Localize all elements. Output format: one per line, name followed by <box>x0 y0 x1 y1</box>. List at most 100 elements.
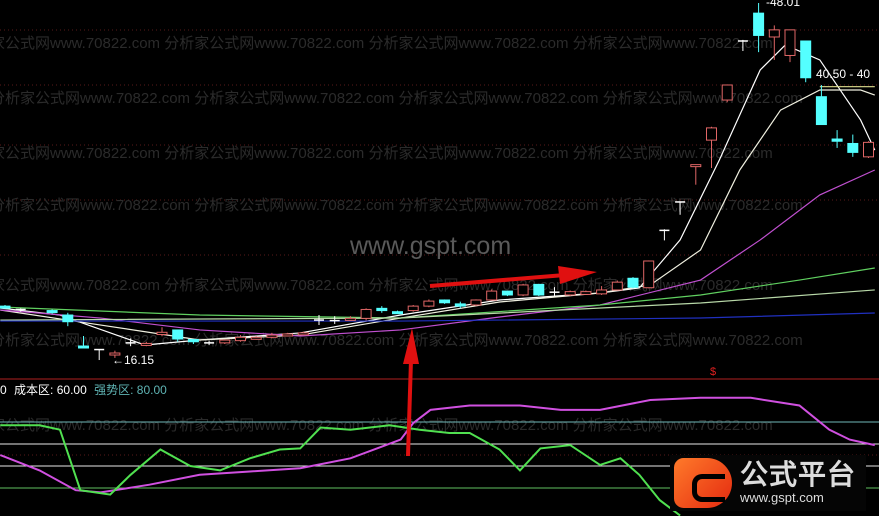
strong-zone-value: 80.00 <box>136 383 167 397</box>
candle <box>282 332 294 337</box>
candle-body <box>815 96 827 126</box>
candle <box>470 299 482 307</box>
candle-body <box>407 305 419 312</box>
candle-body <box>470 299 482 306</box>
candle-body <box>501 290 513 296</box>
candle-body <box>706 127 717 141</box>
candle-body <box>784 29 796 56</box>
indicator-legend: 0 成本区: 60.00 强势区: 80.00 <box>0 381 171 398</box>
vertical-red-arrow <box>403 328 419 457</box>
dollar-marker: $ <box>710 366 717 378</box>
candle <box>580 290 592 295</box>
candle-body <box>863 141 874 158</box>
candle-body <box>360 308 372 319</box>
watermark-text: 分析家公式网www.70822.com 分析家公式网www.70822.com … <box>0 145 773 162</box>
candle <box>0 305 11 309</box>
center-watermark: www.gspt.com <box>350 232 512 260</box>
candle <box>46 309 58 314</box>
candle <box>800 40 812 83</box>
candle-body <box>831 138 843 142</box>
candle-body <box>78 345 89 349</box>
price-marker-label: 40.50 - 40 <box>816 67 871 81</box>
candle-body <box>721 84 733 101</box>
candle <box>392 310 403 315</box>
candle <box>486 289 498 301</box>
candle-body <box>0 305 11 309</box>
candle-body <box>423 300 435 307</box>
candle-body <box>172 329 184 340</box>
candle-body <box>753 12 765 36</box>
candle <box>15 308 26 312</box>
candle-body <box>297 332 309 336</box>
candle <box>706 126 717 168</box>
candle <box>737 39 748 52</box>
candle <box>533 283 545 297</box>
candle <box>235 335 246 342</box>
candle <box>517 283 529 297</box>
candle-body <box>282 333 294 337</box>
candle <box>675 201 686 215</box>
watermark-text: 分析家公式网www.70822.com 分析家公式网www.70822.com … <box>0 197 803 214</box>
candle-body <box>596 289 608 295</box>
candle <box>140 341 152 347</box>
candle-body <box>62 314 74 323</box>
legend-cut-value: 0 <box>0 383 7 397</box>
candle-body <box>517 284 529 296</box>
candle-body <box>187 339 199 343</box>
candle <box>454 301 466 309</box>
ma-line <box>0 169 876 337</box>
candle <box>109 350 121 358</box>
candle-body <box>140 342 152 346</box>
candle <box>549 287 560 297</box>
candle <box>360 308 372 321</box>
candle <box>768 25 780 60</box>
candle-body <box>376 307 388 312</box>
candle-body <box>46 310 58 314</box>
candle <box>187 339 199 344</box>
low-price-label: ←16.15 <box>112 353 155 367</box>
indicator-line <box>0 424 681 516</box>
watermark-rows: 分析家公式网www.70822.com 分析家公式网www.70822.com … <box>0 35 803 434</box>
candle <box>423 299 435 308</box>
candle-body <box>643 260 655 289</box>
candle-body <box>800 40 812 79</box>
candle-body <box>611 281 623 291</box>
candle <box>721 84 733 103</box>
strong-zone-label: 强势区: <box>94 383 134 397</box>
candle <box>564 290 576 297</box>
candle <box>156 327 168 337</box>
candle <box>690 164 702 185</box>
candle <box>266 332 278 339</box>
candle <box>784 29 796 63</box>
candle <box>596 286 608 295</box>
watermark-text: 分析家公式网www.70822.com 分析家公式网www.70822.com … <box>0 277 773 294</box>
candle <box>94 348 105 361</box>
candlesticks <box>0 3 874 361</box>
candle <box>659 229 670 241</box>
candle <box>815 84 827 126</box>
cost-zone-label: 成本区: <box>14 383 54 397</box>
gspt-logo: 公式平台 www.gspt.com <box>670 455 866 511</box>
candle <box>250 336 262 340</box>
candle-body <box>454 303 466 307</box>
indicator-line <box>0 396 875 494</box>
candle-body <box>533 283 545 296</box>
candle <box>125 338 136 347</box>
logo-cn-text: 公式平台 <box>740 459 857 490</box>
candle-body <box>392 311 403 315</box>
candle-body <box>266 334 278 338</box>
candle <box>297 331 309 336</box>
candle-body <box>344 317 356 321</box>
watermark-text: 分析家公式网www.70822.com 分析家公式网www.70822.com … <box>0 90 803 107</box>
ma-line <box>0 89 875 341</box>
high-value: 48.01 <box>770 0 801 9</box>
candle <box>611 280 623 291</box>
candle-body <box>564 291 576 296</box>
candle <box>219 339 231 344</box>
candle <box>831 130 843 148</box>
logo-url-text: www.gspt.com <box>740 490 824 505</box>
ma-line <box>0 267 875 319</box>
candle <box>172 329 184 342</box>
horizontal-red-arrow <box>429 266 597 288</box>
candle-body <box>109 352 121 356</box>
